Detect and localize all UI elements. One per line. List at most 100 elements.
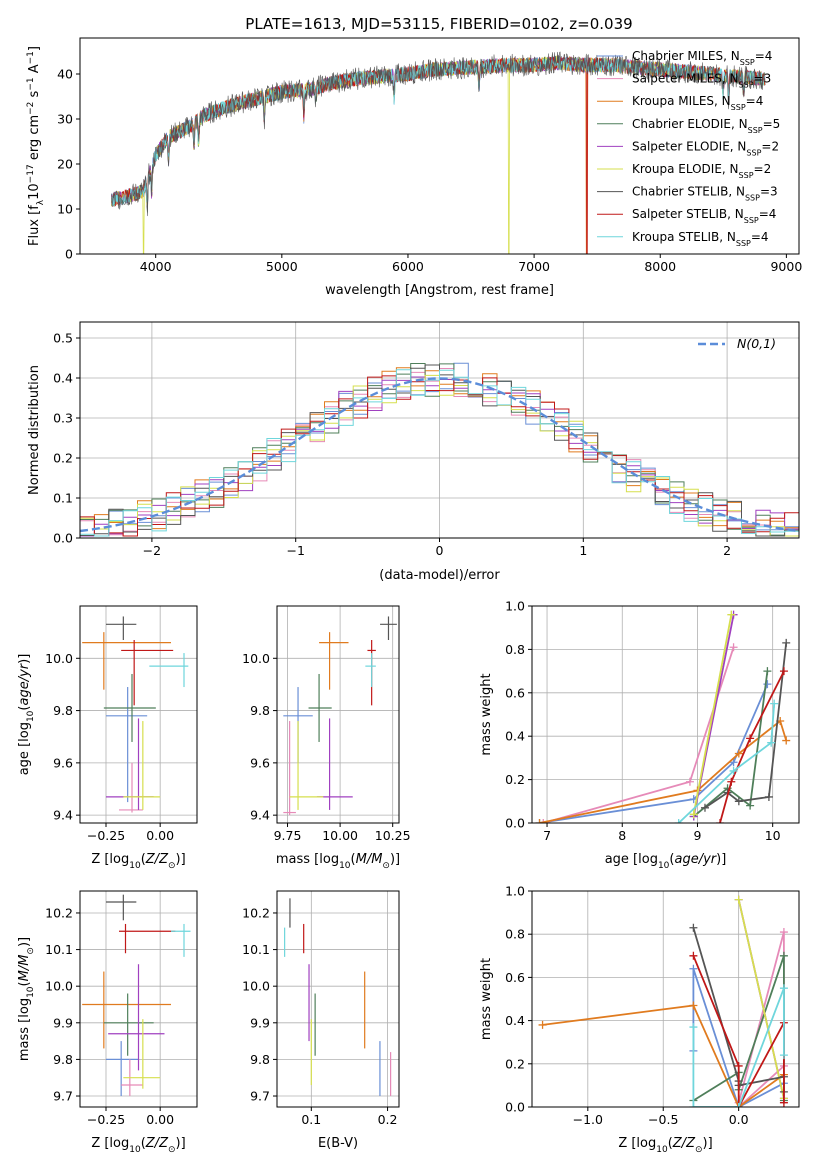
y-tick-label: 9.7 [250,1089,270,1104]
x-tick-label: 9 [693,828,701,843]
x-tick-label: 9.75 [274,828,302,843]
label-part: ( [17,706,32,711]
label-part: mass [log [17,998,32,1061]
y-tick-label: 0.0 [505,1100,525,1115]
mass-vs-Z-panel: −0.25 0.009.79.89.910.010.110.2Z [log10(Z… [17,890,198,1155]
label-part: Z [log [91,852,129,867]
legend-value: =4 [759,207,777,221]
label-part: Z/Z [145,1136,169,1151]
label-part: M/M [356,852,383,867]
data-point [734,797,743,806]
histogram-step [80,374,799,537]
axes-frame [79,605,198,824]
label-part: Z [log [91,1136,129,1151]
label-part: Flux [f [27,205,42,246]
series-line [692,614,733,815]
legend-sub: SSP [736,238,751,247]
label-part: Z/Z [145,852,169,867]
data-point [734,895,743,904]
label-part: 10 [26,986,36,998]
y-tick-label: 0.2 [505,1056,525,1071]
y-tick-label: 0.6 [505,685,525,700]
series-line [542,1004,785,1107]
plot-area [80,362,799,537]
plot-area [538,895,788,1107]
data-point [716,819,725,823]
x-tick-label: 7000 [518,259,550,274]
x-tick-label: −0.25 [87,828,125,843]
label-part: ( [17,981,32,986]
legend-sub: SSP [745,193,760,202]
legend-entry: Chabrier STELIB, NSSP=3 [632,185,778,203]
x-tick-label: 2 [723,543,731,558]
data-point [535,819,544,823]
label-part: )] [716,852,726,867]
legend-entry: Salpeter ELODIE, NSSP=2 [632,139,779,157]
data-point [674,819,683,823]
data-point [763,667,772,676]
legend-sub: SSP [740,58,755,67]
axes-frame [276,605,400,824]
spectrum-line [111,55,766,254]
label-part: ⊙ [168,1145,176,1155]
data-point [729,643,738,652]
y-tick-label: 9.8 [250,703,270,718]
y-tick-label: 10.2 [45,905,73,920]
data-point [779,667,788,676]
axes-frame [79,890,198,1108]
x-tick-label: 0.2 [378,1112,398,1127]
legend-value: =3 [754,72,772,86]
series-line [692,968,785,1107]
label-part: −1 [26,51,36,64]
data-point [746,801,755,810]
label-part: age [log [17,722,32,775]
x-axis-label: E(B-V) [318,1136,358,1151]
legend-entry: N(0,1) [737,336,776,351]
label-part: mass [log [276,852,339,867]
x-axis-label: Z [log10(Z/Z⊙)] [91,1136,185,1155]
data-point [727,777,736,786]
y-tick-label: 9.9 [53,1015,73,1030]
x-tick-label: 5000 [266,259,298,274]
series-line [678,703,776,823]
x-axis-label: age [log10(age/yr)] [605,852,727,871]
x-tick-label: 8000 [644,259,676,274]
x-tick-label: 10.25 [375,828,411,843]
label-part: ( [141,852,146,867]
data-point [763,680,772,689]
data-point [779,984,788,993]
x-tick-label: −0.25 [87,1112,125,1127]
x-axis-label: (data-model)/error [379,568,500,583]
y-tick-label: 10.0 [45,979,73,994]
y-tick-label: 9.8 [53,703,73,718]
figure-title: PLATE=1613, MJD=53115, FIBERID=0102, z=0… [245,15,632,33]
x-tick-label: −0.5 [648,1112,678,1127]
y-tick-label: 30 [57,112,73,127]
y-tick-label: 0.3 [53,411,73,426]
axes-frame [531,890,800,1108]
legend-sub: SSP [748,125,763,134]
plot-area [111,51,766,254]
histogram-step [80,369,799,537]
legend-sub: SSP [744,216,759,225]
y-tick-label: 10.1 [45,942,73,957]
x-axis-label: mass [log10(M/M⊙)] [276,852,400,871]
series-line [719,670,785,823]
x-tick-label: 0.1 [301,1112,321,1127]
label-part: Z/Z [672,1136,696,1151]
data-point [779,928,788,937]
age-vs-Z-panel: −0.25 0.009.49.69.810.0Z [log10(Z/Z⊙)]age… [17,605,198,871]
y-tick-label: 0.5 [53,331,73,346]
spectrum-panel: 4000 5000 6000 7000 8000 9000 0 10 20 30 40 wavelen… [26,37,802,298]
axes-frame [79,321,800,539]
legend-text: Kroupa ELODIE, N [632,162,739,176]
spectrum-line [111,56,766,254]
data-point [770,699,779,708]
x-tick-label: 9000 [770,259,802,274]
normal-curve [80,377,799,533]
data-point [764,792,773,801]
y-axis-label: Flux [fλ10−17 erg cm−2 s−1 A−1] [26,46,46,246]
